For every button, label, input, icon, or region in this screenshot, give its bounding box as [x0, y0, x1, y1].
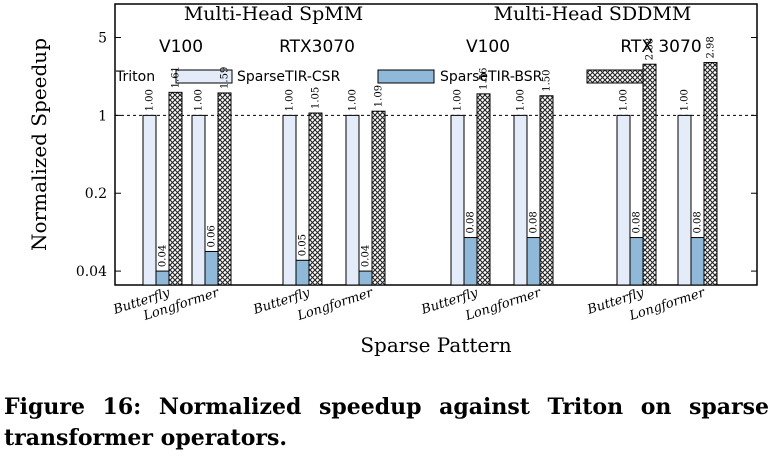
- x-axis-title: Sparse Pattern: [360, 333, 511, 357]
- bar-value-label: 1.00: [516, 89, 527, 111]
- bar-value-label: 1.00: [194, 89, 205, 111]
- bar-triton: [345, 114, 360, 286]
- bar-sparsetir-bsr: [168, 91, 183, 286]
- bar-value-label: 0.04: [361, 245, 372, 267]
- bar-sparsetir-csr: [526, 237, 541, 286]
- bar-sparsetir-csr: [629, 237, 644, 286]
- bar-value-label: 2.88: [645, 38, 656, 60]
- bar-value-label: 1.61: [171, 66, 182, 88]
- subgroup-label: RTX3070: [279, 37, 355, 57]
- bar-value-label: 1.00: [680, 89, 691, 111]
- y-tick-label: 0.04: [76, 264, 107, 280]
- y-tick-label: 0.2: [85, 186, 107, 202]
- bar-triton: [513, 114, 528, 286]
- bar-value-label: 0.08: [693, 211, 704, 233]
- bar-sparsetir-bsr: [476, 93, 491, 286]
- group-title: Multi-Head SpMM: [184, 3, 363, 25]
- bar-sparsetir-csr: [358, 270, 373, 286]
- bar-triton: [191, 114, 206, 286]
- y-tick-label: 5: [98, 31, 107, 47]
- bar-value-label: 0.08: [466, 211, 477, 233]
- bar-value-label: 0.06: [207, 225, 218, 247]
- bar-value-label: 1.00: [619, 89, 630, 111]
- bar-triton: [616, 114, 631, 286]
- bar-triton: [450, 114, 465, 286]
- legend-label-bsr: SparseTIR-BSR: [440, 69, 543, 85]
- subgroup-label: RTX 3070: [620, 37, 701, 57]
- bar-value-label: 1.05: [311, 87, 322, 109]
- bar-sparsetir-bsr: [371, 110, 386, 286]
- legend-swatch-bsr: [586, 69, 644, 84]
- bar-sparsetir-bsr: [217, 92, 232, 286]
- y-axis-title: Normalized Speedup: [27, 38, 51, 251]
- plot-frame: [114, 3, 758, 286]
- bar-value-label: 2.98: [706, 36, 717, 58]
- bar-value-label: 0.05: [298, 234, 309, 256]
- bar-sparsetir-csr: [155, 270, 170, 286]
- group-title: Multi-Head SDDMM: [494, 3, 692, 25]
- legend-swatch-triton: [175, 69, 233, 84]
- bar-value-label: 1.00: [348, 89, 359, 111]
- speedup-chart: 0.04 0.2 1 5 Normalized Speedup Sparse Patter…: [27, 3, 758, 357]
- subgroup-label: V100: [466, 37, 510, 57]
- bar-value-label: 1.00: [453, 89, 464, 111]
- bar-sparsetir-csr: [295, 259, 310, 286]
- bar-value-label: 0.04: [158, 245, 169, 267]
- bar-sparsetir-csr: [463, 237, 478, 286]
- bar-value-label: 1.00: [145, 89, 156, 111]
- subgroup-label: V100: [159, 37, 203, 57]
- bar-value-label: 0.08: [529, 211, 540, 233]
- legend-label-csr: SparseTIR-CSR: [237, 69, 341, 85]
- bar-triton: [142, 114, 157, 286]
- bar-value-label: 1.59: [220, 67, 231, 89]
- bar-triton: [677, 114, 692, 286]
- bar-value-label: 1.09: [374, 85, 385, 107]
- legend-label-triton: Triton: [115, 69, 155, 85]
- bar-sparsetir-csr: [204, 250, 219, 286]
- bar-sparsetir-bsr: [703, 62, 718, 286]
- bar-value-label: 0.08: [632, 211, 643, 233]
- legend-swatch-csr: [377, 69, 435, 84]
- bar-value-label: 1.56: [479, 68, 490, 90]
- bar-sparsetir-bsr: [539, 95, 554, 286]
- bar-sparsetir-bsr: [308, 112, 323, 286]
- bar-value-label: 1.00: [285, 89, 296, 111]
- bar-sparsetir-csr: [690, 237, 705, 286]
- y-tick-label: 1: [98, 108, 107, 124]
- bar-value-label: 1.50: [542, 70, 553, 92]
- bar-triton: [282, 114, 297, 286]
- bar-sparsetir-bsr: [642, 63, 657, 286]
- figure-caption: Figure 16: Normalized speedup against Tr…: [4, 394, 769, 451]
